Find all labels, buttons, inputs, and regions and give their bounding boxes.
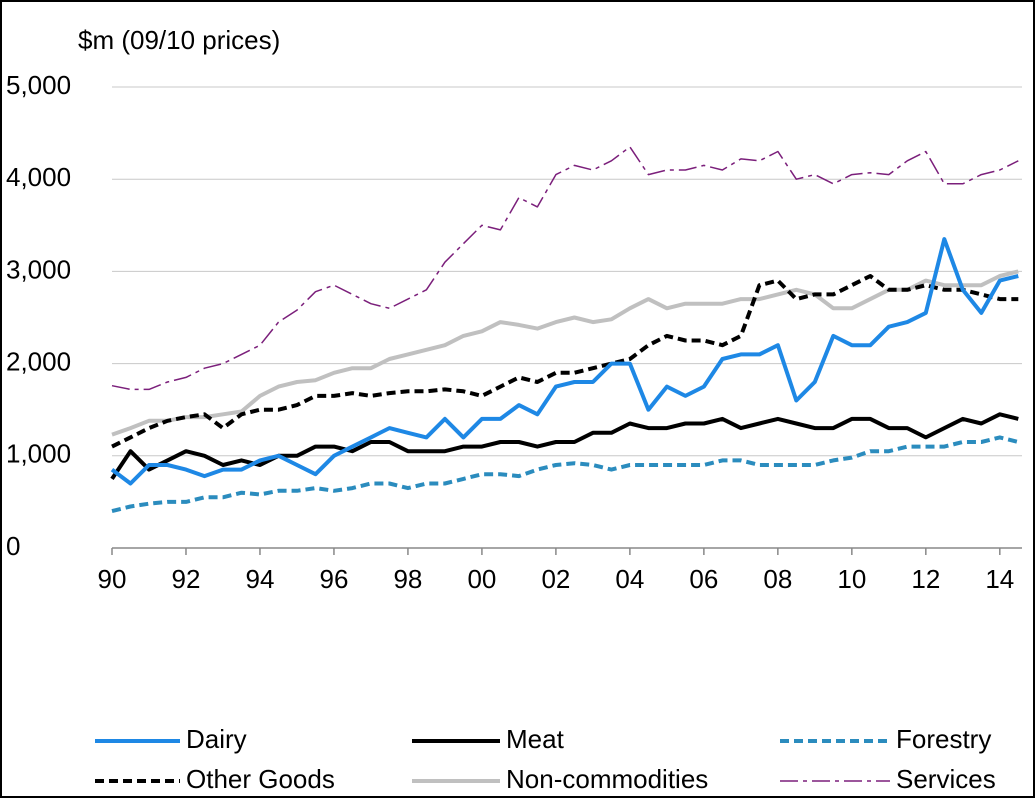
legend-label: Services — [896, 764, 996, 794]
x-tick-label: 90 — [98, 564, 127, 594]
legend-label: Non-commodities — [506, 764, 708, 794]
x-tick-label: 14 — [985, 564, 1014, 594]
x-tick-label: 92 — [172, 564, 201, 594]
series-line — [111, 146, 1019, 391]
y-axis-label: $m (09/10 prices) — [78, 25, 280, 55]
x-tick-label: 00 — [467, 564, 496, 594]
series-line — [111, 269, 1019, 437]
x-tick-label: 98 — [393, 564, 422, 594]
x-tick-label: 08 — [763, 564, 792, 594]
x-tick-label: 12 — [911, 564, 940, 594]
x-tick-label: 02 — [541, 564, 570, 594]
y-tick-label: 3,000 — [6, 254, 71, 284]
x-tick-label: 96 — [319, 564, 348, 594]
series-line — [111, 274, 1019, 449]
legend-label: Meat — [506, 724, 565, 754]
y-tick-label: 5,000 — [6, 70, 71, 100]
legend-label: Forestry — [896, 724, 991, 754]
y-tick-label: 0 — [6, 531, 20, 561]
y-tick-label: 2,000 — [6, 346, 71, 376]
legend-label: Other Goods — [186, 764, 335, 794]
series-line — [110, 412, 1019, 481]
x-tick-label: 04 — [615, 564, 644, 594]
y-tick-label: 1,000 — [6, 439, 71, 469]
series-line — [110, 237, 1019, 486]
x-tick-label: 10 — [837, 564, 866, 594]
x-tick-label: 06 — [689, 564, 718, 594]
x-tick-label: 94 — [246, 564, 275, 594]
y-tick-label: 4,000 — [6, 162, 71, 192]
legend-label: Dairy — [186, 724, 247, 754]
